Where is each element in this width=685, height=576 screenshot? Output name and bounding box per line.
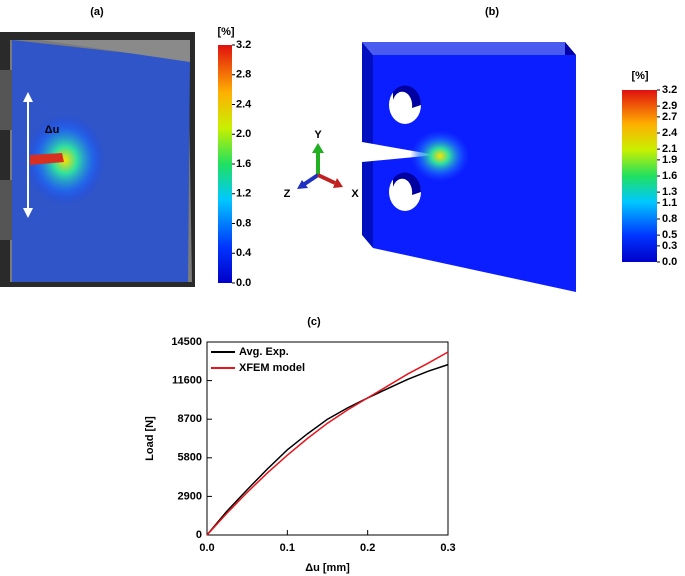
axis-triad <box>297 143 343 189</box>
x-tick-label: 0.0 <box>199 542 214 554</box>
legend-label: XFEM model <box>239 362 305 374</box>
colorbar-tick-label: 2.1 <box>662 143 677 155</box>
colorbar-b <box>622 90 657 262</box>
colorbar-tick-label: 0.8 <box>236 217 251 229</box>
annotation: Z <box>284 188 291 200</box>
colorbar-tick-label: 3.2 <box>236 39 251 51</box>
colorbar-tick-label: 2.0 <box>236 128 251 140</box>
plot-frame <box>206 341 449 536</box>
colorbar-title: [%] <box>217 26 234 38</box>
x-tick-label: 0.2 <box>360 542 375 554</box>
colorbar-tick-label: 1.9 <box>662 154 677 166</box>
y-tick-label: 0 <box>196 529 202 541</box>
colorbar-tick-label: 1.3 <box>662 186 677 198</box>
panel-label: (b) <box>485 6 499 18</box>
photo-a <box>0 32 195 287</box>
colorbar-a <box>218 45 232 283</box>
x-axis-label: Δu [mm] <box>305 562 350 574</box>
panel-label: (c) <box>307 316 321 328</box>
y-tick-label: 5800 <box>178 452 202 464</box>
colorbar-tick-label: 1.1 <box>662 197 677 209</box>
legend-label: Avg. Exp. <box>239 346 289 358</box>
model-b <box>362 42 576 292</box>
colorbar-tick-label: 0.8 <box>662 213 677 225</box>
data-line <box>206 351 449 536</box>
annotation: X <box>351 188 359 200</box>
x-tick-label: 0.1 <box>280 542 295 554</box>
colorbar-tick-label: 2.4 <box>236 98 252 110</box>
colorbar-tick-label: 0.4 <box>236 247 252 259</box>
colorbar-tick-label: 0.3 <box>662 240 677 252</box>
colorbar-tick-label: 2.9 <box>662 100 677 112</box>
y-tick-label: 14500 <box>171 336 202 348</box>
colorbar-tick-label: 2.8 <box>236 69 251 81</box>
y-tick-label: 8700 <box>178 413 202 425</box>
annotation: Y <box>314 129 322 141</box>
panel-label: (a) <box>90 6 104 18</box>
colorbar-tick-label: 2.4 <box>662 127 678 139</box>
annotation: Δu <box>45 124 60 136</box>
y-tick-label: 2900 <box>178 490 202 502</box>
colorbar-tick-label: 3.2 <box>662 84 677 96</box>
colorbar-tick-label: 0.5 <box>662 229 677 241</box>
colorbar-tick-label: 0.0 <box>662 256 677 268</box>
colorbar-title: [%] <box>631 70 648 82</box>
x-tick-label: 0.3 <box>440 542 455 554</box>
colorbar-tick-label: 2.7 <box>662 111 677 123</box>
colorbar-tick-label: 1.6 <box>236 158 251 170</box>
colorbar-tick-label: 0.0 <box>236 277 251 289</box>
y-axis-label: Load [N] <box>144 416 156 461</box>
colorbar-tick-label: 1.2 <box>236 188 251 200</box>
colorbar-tick-label: 1.6 <box>662 170 677 182</box>
data-line <box>206 363 449 536</box>
y-tick-label: 11600 <box>172 375 202 387</box>
